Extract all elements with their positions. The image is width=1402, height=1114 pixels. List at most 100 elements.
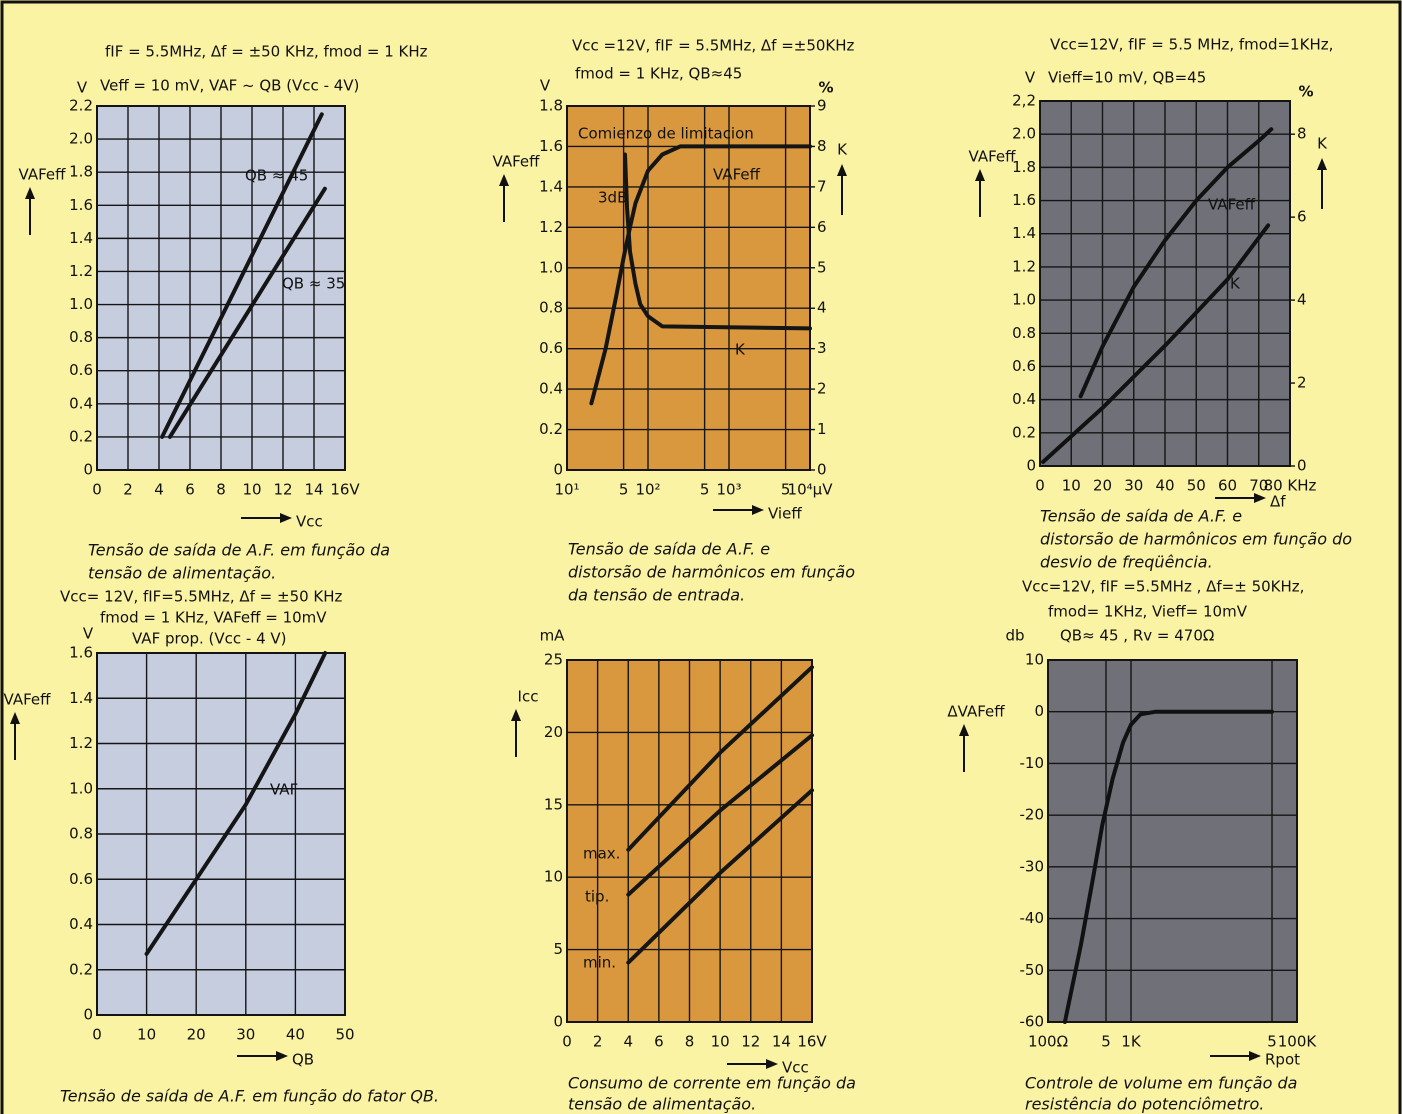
- y-tick-label: 1.8: [69, 163, 93, 181]
- y-tick-label: 15: [544, 795, 563, 813]
- x-axis-label: Δf: [1270, 493, 1286, 511]
- x-tick-label: 10: [242, 481, 261, 499]
- y-tick-label: 0.8: [69, 825, 93, 843]
- x-tick-label: 2: [123, 481, 133, 499]
- y2-tick-label: 8: [1297, 125, 1307, 143]
- y-tick-label: 20: [544, 723, 563, 741]
- y-tick-label: -50: [1020, 961, 1045, 979]
- y2-tick-label: 7: [817, 177, 827, 195]
- x-tick-label: 1K: [1121, 1033, 1142, 1051]
- x-tick-label: 4: [623, 1033, 633, 1051]
- plot-area: [566, 105, 811, 471]
- y2-unit: %: [1298, 83, 1313, 101]
- x-tick-label: 100K: [1278, 1033, 1318, 1051]
- annotation: min.: [583, 954, 616, 972]
- x-tick-label: 16V: [330, 481, 360, 499]
- x-tick-label: 5: [619, 481, 629, 499]
- series-line: [167, 186, 327, 439]
- x-tick-label: 20: [1093, 477, 1112, 495]
- x-tick-label: 0: [562, 1033, 572, 1051]
- caption: tensão de alimentação.: [88, 564, 276, 583]
- chart-subtitle: Vcc=12V, fIF =5.5MHz , Δf=± 50KHz,: [1022, 578, 1304, 596]
- x-tick-label: 0: [1035, 477, 1045, 495]
- series-line: [589, 144, 812, 406]
- series-line: [144, 651, 328, 956]
- y-tick-label: 2.0: [1012, 125, 1036, 143]
- series-line: [1041, 223, 1271, 464]
- axis-arrowhead: [1317, 158, 1327, 170]
- y-tick-label: 0: [1034, 702, 1044, 720]
- chart-subtitle: fIF = 5.5MHz, Δf = ±50 KHz, fmod = 1 KHz: [105, 43, 428, 61]
- y2-tick-label: 1: [817, 420, 827, 438]
- chart-subtitle: VAF prop. (Vcc - 4 V): [132, 630, 287, 648]
- y-tick-label: -10: [1020, 754, 1045, 772]
- y-tick-label: 1.8: [1012, 158, 1036, 176]
- x-tick-label: 80 KHz: [1264, 477, 1317, 495]
- annotation: K: [1230, 275, 1241, 293]
- x-tick-label: 2: [593, 1033, 603, 1051]
- y-tick-label: -30: [1020, 857, 1045, 875]
- chart-subtitle: fmod = 1 KHz, VAFeff = 10mV: [100, 609, 327, 627]
- annotation: VAFeff: [713, 166, 761, 184]
- x-tick-label: 40: [1155, 477, 1174, 495]
- y2-tick-label: 2: [817, 380, 827, 398]
- axis-arrowhead: [276, 1051, 288, 1061]
- x-tick-label: 0: [92, 481, 102, 499]
- chart-subtitle: Vcc=12V, fIF = 5.5 MHz, fmod=1KHz,: [1050, 36, 1333, 54]
- series-line: [626, 788, 814, 965]
- series-line: [626, 665, 814, 852]
- annotation: 3dB: [598, 189, 627, 207]
- y-tick-label: 1.6: [69, 196, 93, 214]
- y-tick-label: 1.0: [539, 258, 563, 276]
- y2-tick-label: 4: [817, 299, 827, 317]
- y-unit: V: [83, 625, 94, 643]
- y-tick-label: 0.6: [1012, 357, 1036, 375]
- axis-arrowhead: [959, 724, 969, 736]
- x-tick-label: 20: [187, 1026, 206, 1044]
- y-tick-label: -40: [1020, 909, 1045, 927]
- x-tick-label: 50: [335, 1026, 354, 1044]
- y-unit: V: [1025, 69, 1036, 87]
- y-tick-label: 10: [544, 868, 563, 886]
- chart-subtitle: Vcc =12V, fIF = 5.5MHz, Δf =±50KHz: [572, 37, 855, 55]
- x-axis-label: Vcc: [782, 1059, 809, 1077]
- y-tick-label: 0: [1026, 457, 1036, 475]
- y2-unit: %: [818, 79, 833, 97]
- chart-subtitle: QB≈ 45 , Rv = 470Ω: [1060, 627, 1214, 645]
- x-tick-label: 60: [1218, 477, 1237, 495]
- x-tick-label: 30: [1124, 477, 1143, 495]
- x-tick-label: 14: [772, 1033, 791, 1051]
- y-tick-label: 0: [83, 461, 93, 479]
- x-tick-label: 6: [654, 1033, 664, 1051]
- y-tick-label: 10: [1025, 651, 1044, 669]
- series-line: [1078, 127, 1274, 399]
- x-tick-label: 5: [700, 481, 710, 499]
- y-axis-label: VAFeff: [19, 166, 67, 184]
- annotation: K: [735, 341, 746, 359]
- y-unit: V: [540, 77, 551, 95]
- series-line: [626, 733, 814, 897]
- axis-arrowhead: [1249, 1051, 1261, 1061]
- y-tick-label: 0: [83, 1006, 93, 1024]
- x-axis-label: Rpot: [1265, 1051, 1300, 1069]
- annotation: Comienzo de limitacion: [578, 125, 754, 143]
- x-tick-label: 10³: [716, 481, 741, 499]
- y-tick-label: -20: [1020, 806, 1045, 824]
- y2-tick-label: 4: [1297, 291, 1307, 309]
- y-tick-label: 0.6: [69, 870, 93, 888]
- x-tick-label: 0: [92, 1026, 102, 1044]
- annotation: max.: [583, 845, 620, 863]
- y-unit: mA: [540, 627, 566, 645]
- y-tick-label: 1.4: [1012, 224, 1036, 242]
- y-tick-label: 1.4: [69, 229, 93, 247]
- y2-axis-label: K: [1317, 135, 1328, 153]
- caption: Tensão de saída de A.F. em função da: [88, 541, 390, 560]
- series-line: [1062, 709, 1274, 1024]
- y2-tick-label: 3: [817, 339, 827, 357]
- y-tick-label: 1.4: [539, 177, 563, 195]
- y-tick-label: 0.2: [69, 427, 93, 445]
- y-axis-label: Icc: [518, 688, 539, 706]
- y-tick-label: 1.6: [539, 137, 563, 155]
